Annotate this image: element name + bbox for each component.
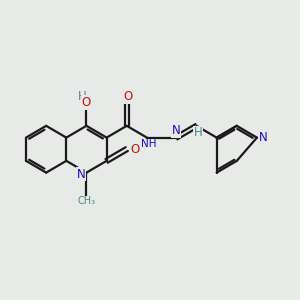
Text: NH: NH	[141, 140, 156, 149]
Text: N: N	[172, 124, 181, 137]
Text: CH₃: CH₃	[77, 196, 95, 206]
Text: O: O	[124, 91, 133, 103]
Text: N: N	[76, 168, 85, 181]
Text: NH: NH	[141, 140, 156, 149]
Text: O: O	[130, 142, 139, 156]
Text: N: N	[260, 131, 268, 144]
Text: H: H	[194, 126, 203, 139]
Text: H: H	[78, 91, 87, 103]
Text: O: O	[82, 96, 91, 109]
